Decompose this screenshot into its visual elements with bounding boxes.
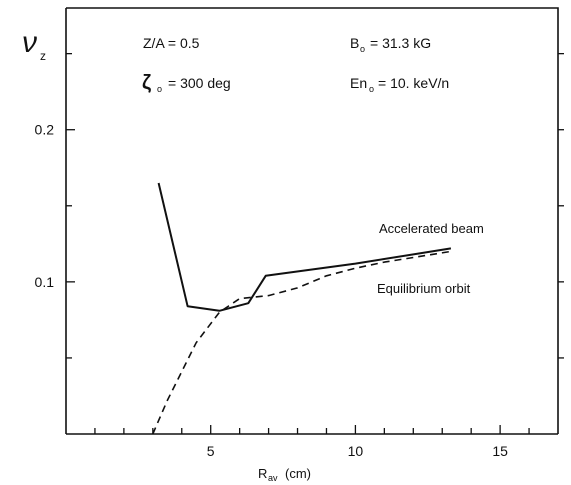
annotation-en-value: = 10. keV/n	[378, 75, 449, 91]
series-group	[152, 182, 452, 435]
annotation-b0-sub: o	[360, 44, 365, 54]
x-axis-label: R	[258, 466, 267, 481]
annotation-theta-sub: o	[157, 84, 162, 94]
annotation-za: Z/A = 0.5	[143, 35, 200, 51]
y-axis-label-subscript: z	[40, 49, 46, 63]
y-ticks: 0.1 0.2	[35, 52, 564, 359]
y-tick-label: 0.1	[35, 274, 55, 290]
x-tick-label: 5	[207, 443, 215, 459]
series-line-equilibrium-orbit	[152, 250, 452, 435]
annotation-en-symbol: En	[350, 75, 367, 91]
plot-frame	[65, 7, 559, 434]
x-tick-label: 15	[492, 443, 508, 459]
annotation-b0-symbol: B	[350, 35, 359, 51]
annotation-b0-value: = 31.3 kG	[370, 35, 431, 51]
y-tick-label: 0.2	[35, 122, 55, 138]
x-tick-label: 10	[348, 443, 364, 459]
x-axis-label-subscript: av	[268, 473, 278, 483]
annotation-en-sub: o	[369, 84, 374, 94]
x-ticks: 5 10 15	[94, 425, 530, 459]
annotation-theta-symbol: ζ	[142, 72, 151, 94]
x-axis-label-unit: (cm)	[285, 466, 311, 481]
series-label-equilibrium-orbit: Equilibrium orbit	[377, 281, 471, 296]
annotation-theta-value: = 300 deg	[168, 75, 231, 91]
y-axis-label: ν	[22, 26, 37, 59]
series-label-accelerated-beam: Accelerated beam	[379, 221, 484, 236]
series-line-accelerated-beam	[157, 182, 452, 312]
